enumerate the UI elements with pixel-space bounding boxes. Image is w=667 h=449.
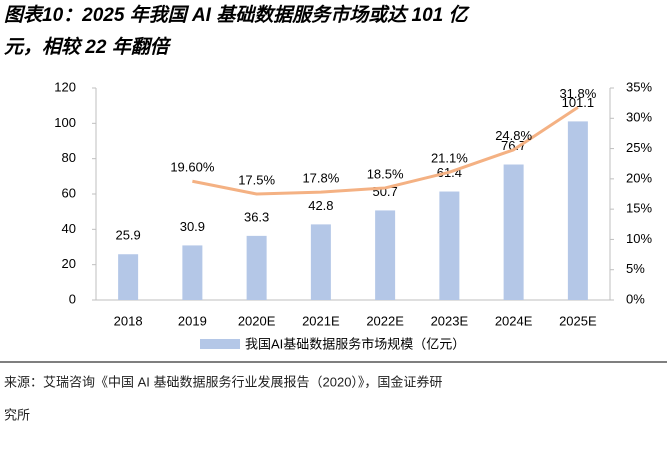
data-label: 42.8 (308, 198, 333, 213)
x-tick-label: 2022E (366, 313, 404, 328)
data-label: 18.5% (367, 166, 404, 181)
data-label: 21.1% (431, 151, 468, 166)
y2-tick-label: 15% (626, 201, 652, 216)
y-tick-label: 80 (62, 150, 76, 165)
data-label: 30.9 (180, 219, 205, 234)
bar (439, 191, 460, 300)
x-tick-label: 2021E (302, 313, 340, 328)
bar (375, 210, 396, 300)
bar (310, 224, 331, 300)
data-label: 25.9 (115, 228, 140, 243)
x-tick-label: 2025E (559, 313, 597, 328)
x-tick-label: 2024E (495, 313, 533, 328)
legend-label: 我国AI基础数据服务市场规模（亿元） (245, 336, 465, 351)
y2-tick-label: 25% (626, 140, 652, 155)
bar (246, 235, 267, 300)
y2-tick-label: 35% (626, 79, 652, 94)
y2-tick-label: 20% (626, 170, 652, 185)
y-tick-label: 120 (54, 79, 76, 94)
y-tick-label: 40 (62, 221, 76, 236)
x-tick-label: 2018 (114, 313, 143, 328)
data-label: 101.1 (562, 95, 595, 110)
bar (503, 164, 524, 300)
y-tick-label: 0 (69, 291, 76, 306)
y2-tick-label: 5% (626, 261, 645, 276)
bar (118, 254, 139, 300)
line (192, 106, 579, 196)
chart-title: 图表10：2025 年我国 AI 基础数据服务市场或达 101 亿 (4, 4, 470, 26)
data-label: 19.60% (170, 160, 215, 175)
bar (182, 245, 203, 300)
x-tick-label: 2020E (238, 313, 276, 328)
y-tick-label: 100 (54, 115, 76, 130)
data-label: 36.3 (244, 209, 269, 224)
y2-tick-label: 0% (626, 291, 645, 306)
y-tick-label: 20 (62, 256, 76, 271)
y2-tick-label: 10% (626, 231, 652, 246)
x-tick-label: 2023E (431, 313, 469, 328)
y-tick-label: 60 (62, 185, 76, 200)
data-label: 76.7 (501, 138, 526, 153)
data-label: 31.8% (559, 86, 596, 101)
source: 究所 (4, 407, 30, 422)
data-label: 17.5% (238, 172, 275, 187)
legend-swatch (200, 339, 240, 349)
source: 来源：艾瑞咨询《中国 AI 基础数据服务行业发展报告（2020）》，国金证券研 (4, 374, 442, 389)
y2-tick-label: 30% (626, 110, 652, 125)
data-label: 17.8% (302, 171, 339, 186)
data-label: 24.8% (495, 128, 532, 143)
bar (567, 121, 588, 300)
chart-title: 元，相较 22 年翻倍 (4, 36, 172, 58)
x-tick-label: 2019 (178, 313, 207, 328)
